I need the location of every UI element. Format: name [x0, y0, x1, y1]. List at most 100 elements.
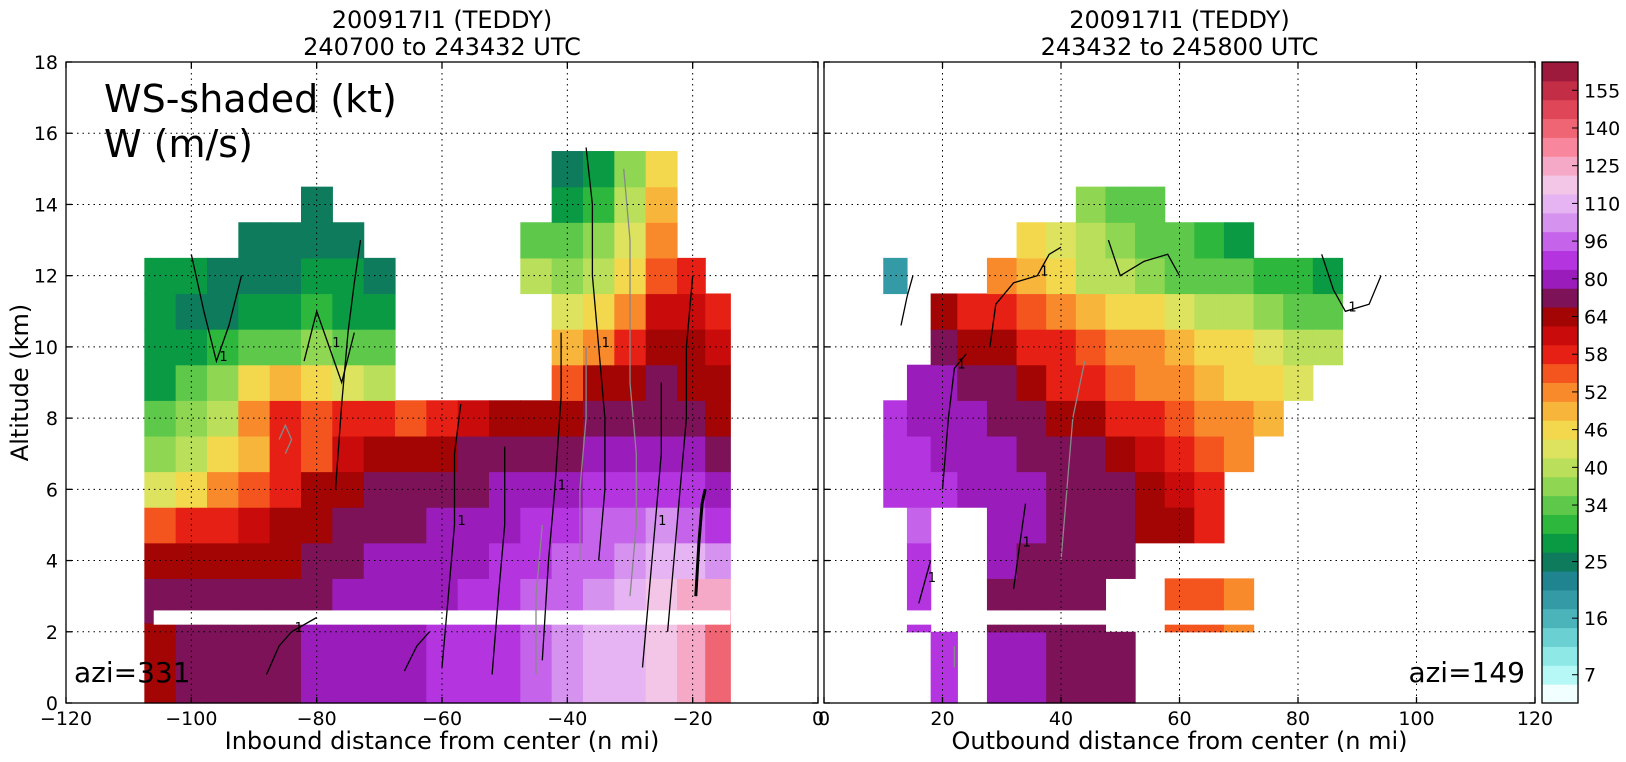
ws-cell — [986, 542, 1018, 579]
ws-cell — [1016, 542, 1047, 579]
ws-cell — [645, 151, 678, 188]
ws-cell — [1223, 222, 1255, 259]
w-contour — [666, 275, 694, 632]
left-title-line1: 200917I1 (TEDDY) — [332, 6, 552, 34]
ws-cell — [614, 622, 647, 668]
w-contour — [694, 488, 707, 597]
ws-cell — [238, 435, 271, 473]
x-tick-label: −80 — [297, 708, 337, 730]
ws-cell — [457, 667, 490, 704]
ws-cell — [986, 293, 1018, 330]
ws-cell — [645, 222, 678, 259]
colorbar-swatch — [1542, 439, 1578, 459]
ws-cell — [1223, 293, 1255, 330]
ws-cell — [583, 471, 615, 508]
ws-cell — [1135, 435, 1166, 473]
left-grid — [66, 62, 818, 703]
ws-cell — [238, 222, 271, 259]
ws-cell — [551, 151, 584, 188]
ws-cell — [957, 364, 988, 401]
y-tick-label: 4 — [46, 551, 58, 573]
ws-cell — [1223, 364, 1255, 401]
ws-cell — [238, 364, 271, 401]
w-contour-label: 1 — [928, 571, 936, 586]
ws-cell — [1253, 329, 1284, 366]
ws-cell — [906, 364, 932, 401]
colorbar-tick-label: 155 — [1584, 80, 1620, 102]
colorbar-swatch — [1542, 665, 1578, 685]
ws-cell — [1194, 507, 1225, 544]
x-tick-label: 60 — [1167, 708, 1191, 730]
colorbar-swatch — [1542, 231, 1578, 252]
y-tick-label: 14 — [34, 194, 58, 216]
ws-cell — [583, 542, 615, 579]
ws-cell — [1105, 293, 1136, 330]
ws-cell — [1075, 257, 1107, 295]
ws-cell — [1253, 364, 1284, 401]
ws-cell — [207, 667, 239, 704]
ws-cell — [883, 435, 908, 473]
colorbar-swatch — [1542, 646, 1578, 666]
ws-cell — [457, 435, 490, 473]
ws-cell — [986, 471, 1018, 508]
data-gap — [871, 610, 1417, 625]
ws-cell — [332, 257, 365, 295]
ws-cell — [1075, 364, 1107, 401]
ws-cell — [520, 542, 553, 579]
ws-cell — [332, 622, 365, 668]
right-grid — [824, 62, 1535, 703]
colorbar-tick-label: 25 — [1584, 552, 1608, 574]
colorbar-swatch — [1542, 212, 1578, 233]
ws-cell — [1075, 329, 1107, 366]
ws-cell — [301, 542, 333, 579]
colorbar-tick-label: 96 — [1584, 231, 1608, 253]
colorbar-swatch — [1542, 608, 1578, 629]
ws-cell — [1164, 400, 1195, 437]
ws-cell — [1075, 186, 1107, 223]
ws-cell — [144, 507, 177, 544]
colorbar-swatch — [1542, 533, 1578, 553]
ws-cell — [269, 329, 302, 366]
colorbar-swatch — [1542, 250, 1578, 270]
ws-cell — [520, 400, 553, 437]
colorbar-tick-label: 40 — [1584, 457, 1608, 479]
ws-cell — [1194, 364, 1225, 401]
ws-cell — [1312, 293, 1344, 330]
x-tick-label: 120 — [1517, 708, 1553, 730]
colorbar-tick-label: 140 — [1584, 118, 1620, 140]
ws-cell — [1164, 435, 1195, 473]
right-vertical-velocity-contours: 1 1 1 1 1 — [900, 239, 1382, 668]
ws-cell — [144, 435, 177, 473]
ws-cell — [1016, 435, 1047, 473]
colorbar-swatch — [1542, 571, 1578, 591]
colorbar-swatch — [1542, 382, 1578, 402]
colorbar-swatch — [1542, 684, 1578, 704]
ws-cell — [583, 257, 615, 295]
w-contour — [918, 560, 932, 604]
right-title-line1: 200917I1 (TEDDY) — [1069, 6, 1289, 34]
right-x-axis-label: Outbound distance from center (n mi) — [952, 727, 1408, 755]
ws-cell — [1312, 329, 1344, 366]
colorbar-swatch — [1542, 193, 1578, 214]
ws-cell — [1105, 471, 1136, 508]
colorbar-swatch — [1542, 325, 1578, 346]
ws-cell — [238, 667, 271, 704]
ws-cell — [1223, 257, 1255, 295]
ws-cell — [986, 257, 1018, 295]
ws-cell — [301, 471, 333, 508]
w-contour — [535, 524, 543, 675]
colorbar-tick-label: 80 — [1584, 269, 1608, 291]
ws-cell — [520, 435, 553, 473]
colorbar-tick-label: 46 — [1584, 420, 1608, 442]
ws-cell — [363, 622, 396, 668]
ws-cell — [1046, 435, 1077, 473]
ws-cell — [957, 435, 988, 473]
ws-cell — [1312, 257, 1344, 295]
left-wind-speed-shading — [144, 151, 731, 704]
ws-cell — [883, 257, 908, 295]
ws-cell — [614, 400, 647, 437]
w-contour — [641, 382, 662, 668]
w-contour — [541, 332, 562, 661]
ws-cell — [207, 293, 239, 330]
y-axis-label: Altitude (km) — [6, 304, 34, 461]
